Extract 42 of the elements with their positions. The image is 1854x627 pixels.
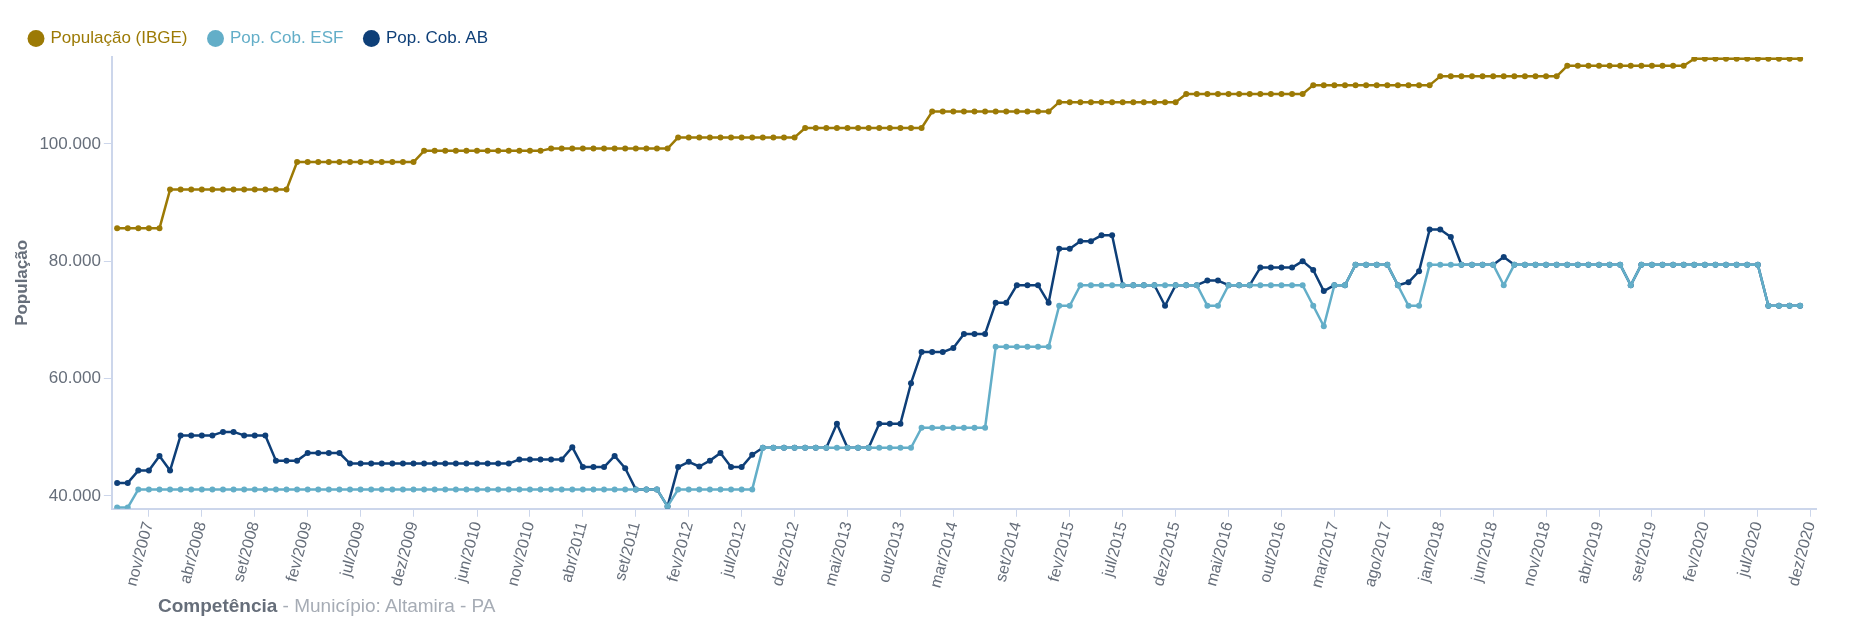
x-tick-label: jun/2010 (451, 519, 485, 585)
y-tick-label: 100.000 (39, 133, 101, 153)
y-axis-title: População (11, 239, 31, 326)
x-tick-label: fev/2015 (1044, 519, 1077, 584)
legend-label: População (IBGE) (50, 28, 188, 48)
text: - Município: Altamira - PA (281, 595, 496, 616)
x-tick-label: nov/2018 (1519, 519, 1554, 588)
x-tick-label: set/2019 (1626, 519, 1660, 584)
x-tick-label: jun/2018 (1467, 519, 1501, 585)
legend-label: Pop. Cob. ESF (230, 28, 344, 48)
x-tick-label: ago/2017 (1360, 519, 1395, 589)
legend-label: Pop. Cob. AB (385, 28, 488, 48)
x-tick-label: abr/2011 (557, 519, 591, 585)
y-tick-label: 80.000 (48, 250, 101, 270)
x-tick-label: mar/2014 (926, 519, 961, 590)
x-tick-label: jan/2018 (1414, 519, 1448, 585)
x-tick-label: out/2013 (875, 519, 908, 585)
x-tick-label: jul/2015 (1098, 519, 1130, 580)
x-tick-label: dez/2009 (387, 519, 421, 588)
x-tick-label: dez/2015 (1149, 519, 1183, 588)
x-tick-label: abr/2019 (1573, 519, 1607, 586)
y-tick-label: 60.000 (48, 368, 101, 388)
x-tick-label: mai/2016 (1202, 519, 1236, 588)
x-tick-label: abr/2008 (176, 519, 209, 586)
x-tick-label: dez/2020 (1784, 519, 1818, 588)
x-tick-label: jul/2020 (1733, 519, 1765, 580)
x-tick-label: set/2014 (991, 519, 1025, 584)
x-tick-label: jul/2012 (717, 519, 749, 580)
x-tick-label: out/2016 (1256, 519, 1289, 585)
x-tick-label: set/2011 (610, 519, 643, 583)
x-tick-label: mai/2013 (821, 519, 855, 588)
x-tick-label: fev/2020 (1679, 519, 1713, 584)
x-tick-label: nov/2007 (122, 519, 157, 588)
x-tick-label: fev/2009 (282, 519, 315, 584)
x-tick-label: nov/2010 (503, 519, 538, 588)
x-tick-label: dez/2012 (768, 519, 802, 588)
x-tick-label: set/2008 (229, 519, 262, 584)
y-tick-label: 40.000 (48, 485, 101, 505)
x-tick-label: fev/2012 (663, 519, 696, 584)
x-axis-title: Competência (158, 595, 278, 616)
x-tick-label: mar/2017 (1307, 519, 1342, 590)
x-tick-label: jul/2009 (336, 519, 368, 580)
